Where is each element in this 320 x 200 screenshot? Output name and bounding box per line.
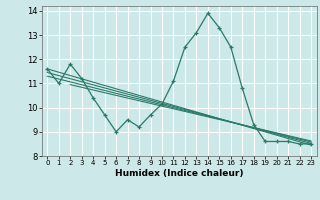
X-axis label: Humidex (Indice chaleur): Humidex (Indice chaleur) <box>115 169 244 178</box>
